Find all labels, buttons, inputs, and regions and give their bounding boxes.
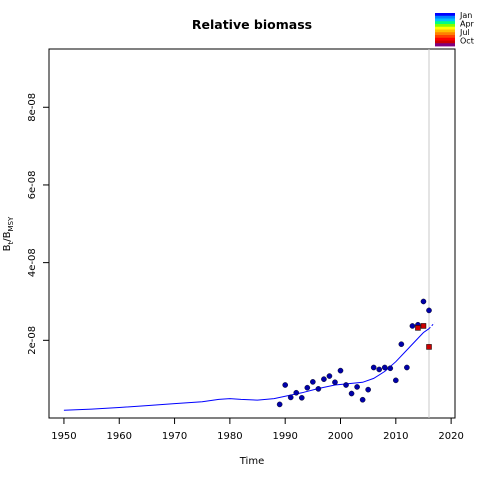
legend-color-swatch (435, 13, 455, 17)
plot-frame (48, 48, 456, 419)
y-tick-label: 8e-08 (27, 93, 38, 122)
legend-color-swatch (435, 43, 455, 47)
plot-layer (63, 49, 435, 418)
legend-label: Apr (460, 20, 475, 29)
observation-point (381, 364, 388, 371)
x-axis-label: Time (239, 456, 264, 467)
x-tick-label: 1950 (51, 431, 76, 442)
observation-point (315, 386, 322, 392)
observation-point (387, 365, 394, 372)
projection-line (428, 322, 435, 330)
y-tick-label: 6e-08 (27, 171, 38, 200)
x-tick-label: 1960 (107, 431, 132, 442)
chart-title: Relative biomass (192, 17, 312, 32)
observation-point (348, 390, 355, 397)
legend-color-swatch (435, 40, 455, 44)
x-tick-label: 2010 (383, 431, 408, 442)
observation-point (337, 367, 344, 374)
observation-point (359, 396, 366, 403)
observation-point (376, 366, 383, 373)
observation-square (420, 323, 427, 329)
observation-square (415, 325, 421, 331)
observation-point (287, 394, 294, 401)
observation-point (426, 307, 432, 314)
y-axis: 2e-08 4e-08 6e-08 8e-08 (27, 93, 49, 355)
observation-point (420, 298, 427, 305)
observation-point (298, 395, 305, 401)
observation-point (310, 379, 316, 385)
x-tick-label: 2000 (328, 431, 353, 442)
observation-point (304, 384, 311, 391)
observation-point (321, 376, 327, 382)
x-tick-label: 1970 (162, 431, 187, 442)
legend-label: Oct (460, 37, 474, 46)
legend-color-swatch (435, 15, 455, 19)
observation-point (409, 323, 416, 329)
x-tick-label: 2020 (438, 431, 463, 442)
observation-point (370, 364, 377, 371)
observation-square (426, 344, 432, 350)
y-tick-label: 2e-08 (27, 326, 38, 355)
observation-point (343, 382, 349, 388)
legend-color-swatch (435, 32, 455, 36)
observation-point (354, 384, 360, 390)
x-axis: 1950 1960 1970 1980 1990 2000 2010 2020 (51, 418, 464, 442)
legend-label: Jan (459, 11, 472, 20)
legend-color-swatch (435, 24, 455, 28)
x-tick-label: 1990 (272, 431, 297, 442)
observation-point (276, 401, 283, 408)
legend-color-swatch (435, 21, 455, 25)
observation-point (398, 341, 405, 348)
x-tick-label: 1980 (217, 431, 242, 442)
observation-point (404, 364, 410, 371)
y-axis-label: Bt/BMSY (2, 216, 15, 251)
legend-color-swatch (435, 37, 455, 41)
legend-color-swatch (435, 29, 455, 33)
biomass-trend-line (63, 328, 430, 411)
observation-point (282, 382, 288, 388)
legend-label: Jul (459, 28, 470, 37)
y-tick-label: 4e-08 (27, 248, 38, 277)
observation-point (293, 389, 300, 396)
legend-color-swatch (435, 35, 455, 39)
observation-point (332, 379, 338, 386)
observation-point (393, 377, 399, 384)
observation-point (365, 386, 371, 393)
observation-point (326, 373, 333, 379)
legend-color-swatch (435, 26, 455, 30)
legend-color-swatch (435, 18, 455, 22)
